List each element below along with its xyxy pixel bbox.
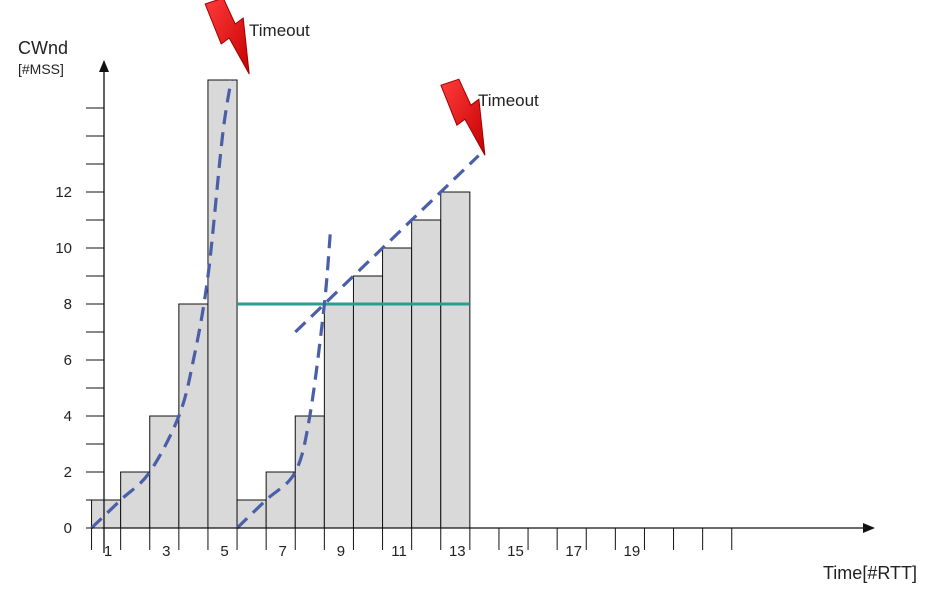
y-axis-arrow [99,60,109,72]
x-tick-label-5: 5 [220,543,228,560]
x-tick-label-19: 19 [624,543,641,560]
x-tick-label-17: 17 [565,543,582,560]
y-tick-label-10: 10 [55,240,72,257]
bar-3 [149,415,180,529]
y-tick-label-6: 6 [64,352,72,369]
y-tick-label-12: 12 [55,184,72,201]
y-axis-label: CWnd [18,38,69,58]
timeout-label-1: Timeout [249,21,310,40]
y-axis-unit: [#MSS] [18,61,64,77]
ticks [86,107,733,550]
x-tick-label-15: 15 [507,543,524,560]
bar-11 [382,247,413,529]
lightning-bolt-icon-2 [440,78,486,156]
bar-4 [178,303,209,529]
slow-start-curve-1 [90,79,233,530]
lightning-bolt-icon-1 [204,0,250,75]
x-tick-label-13: 13 [449,543,466,560]
bars [91,79,471,529]
x-axis-arrow [863,523,875,533]
x-tick-label-7: 7 [279,543,287,560]
y-tick-label-0: 0 [64,520,72,537]
congestion-avoidance-line [294,154,480,334]
y-axis-title: CWnd [#MSS] [18,38,68,77]
timeout-label-2: Timeout [478,91,539,110]
y-tick-label-8: 8 [64,296,72,313]
x-tick-label-3: 3 [162,543,170,560]
bar-2 [120,471,151,529]
bar-12 [411,219,442,529]
slow-start-curve-2 [235,233,332,530]
y-tick-label-4: 4 [64,408,72,425]
x-tick-label-1: 1 [104,543,112,560]
trend-curves [90,79,480,530]
bar-9 [323,303,354,529]
x-axis-label: Time[#RTT] [822,563,917,583]
x-tick-label-9: 9 [337,543,345,560]
timeout-markers [204,0,486,156]
x-tick-label-11: 11 [391,543,407,560]
bar-8 [294,415,325,529]
bar-13 [440,191,471,529]
bar-5 [207,79,238,529]
y-tick-label-2: 2 [64,464,72,481]
bar-10 [352,275,384,529]
